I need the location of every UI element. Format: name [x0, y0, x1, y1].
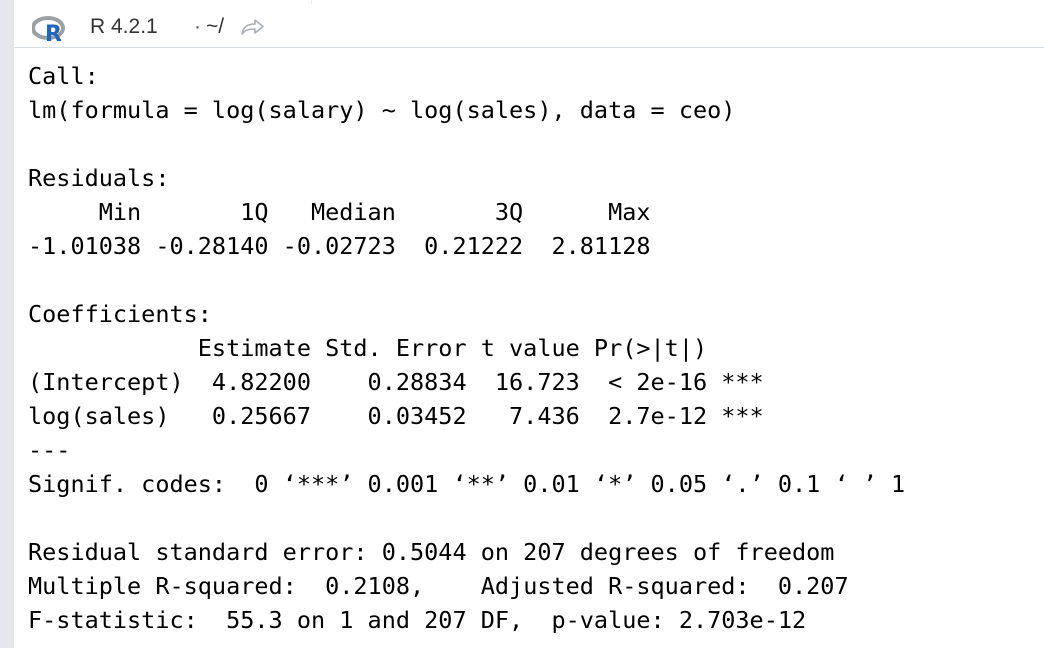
console-line: Signif. codes: 0 ‘***’ 0.001 ‘**’ 0.01 ‘…	[28, 470, 906, 498]
console-line: Residuals:	[28, 164, 170, 192]
r-logo-icon: R	[32, 16, 65, 42]
console-line: Call:	[28, 62, 99, 90]
r-version-label: R 4.2.1	[90, 15, 158, 38]
svg-text:R: R	[45, 22, 62, 42]
top-strip-segment	[14, 0, 311, 4]
console-line: log(sales) 0.25667 0.03452 7.436 2.7e-12…	[28, 402, 764, 430]
console-line: Coefficients:	[28, 300, 212, 328]
console-output: Call: lm(formula = log(salary) ~ log(sal…	[28, 59, 905, 637]
console-line: Multiple R-squared: 0.2108, Adjusted R-s…	[28, 572, 863, 600]
console-line: ---	[28, 436, 71, 464]
console-header: R R 4.2.1 · ~/	[14, 4, 1044, 48]
pane-top-strip	[14, 0, 1044, 4]
console-line: F-statistic: 55.3 on 1 and 207 DF, p-val…	[28, 606, 807, 634]
console-line: Estimate Std. Error t value Pr(>|t|)	[28, 334, 764, 362]
console-line: Min 1Q Median 3Q Max	[28, 198, 665, 226]
left-gutter	[0, 0, 14, 648]
console-line: Residual standard error: 0.5044 on 207 d…	[28, 538, 835, 566]
console-line: lm(formula = log(salary) ~ log(sales), d…	[28, 96, 736, 124]
top-strip-segment	[312, 0, 1044, 4]
console-line: -1.01038 -0.28140 -0.02723 0.21222 2.811…	[28, 232, 665, 260]
arrow-goto-icon[interactable]	[240, 17, 266, 37]
header-separator: ·	[194, 15, 201, 38]
console-pane: R R 4.2.1 · ~/ Call: lm(formula = log(sa…	[14, 0, 1044, 648]
working-directory-label: ~/	[206, 15, 225, 38]
console-line: (Intercept) 4.82200 0.28834 16.723 < 2e-…	[28, 368, 764, 396]
